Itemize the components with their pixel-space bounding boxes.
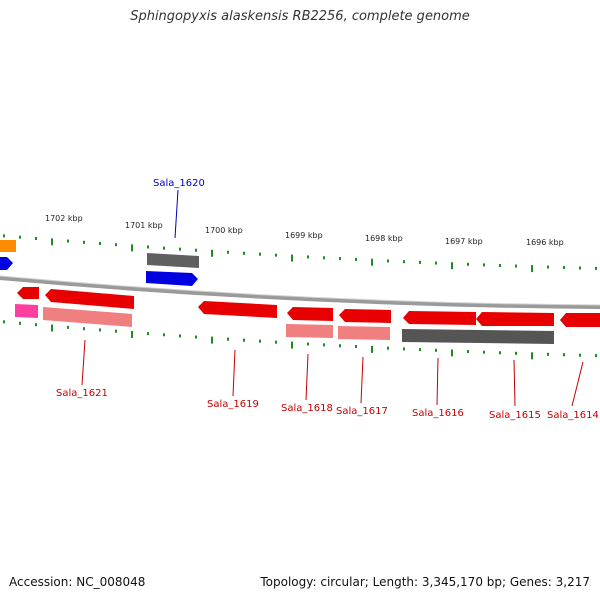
gene-pink-sala-1621[interactable] [43, 307, 132, 327]
gene-gray-sala-1616-1615[interactable] [402, 329, 554, 344]
gene-red-sala-1615[interactable] [476, 312, 554, 326]
gene-label-sala-1618[interactable]: Sala_1618 [281, 403, 333, 414]
gene-pink-sala-1618[interactable] [286, 324, 333, 338]
gene-label-sala-1620[interactable]: Sala_1620 [153, 178, 205, 189]
gene-label-sala-1617[interactable]: Sala_1617 [336, 406, 388, 417]
kbp-label: 1696 kbp [526, 238, 564, 247]
gene-label-sala-1616[interactable]: Sala_1616 [412, 408, 464, 419]
gene-label-sala-1615[interactable]: Sala_1615 [489, 410, 541, 421]
accession-text: Accession: NC_008048 [9, 575, 146, 589]
gene-blue-left[interactable] [0, 257, 13, 270]
gene-labels: Sala_1620 Sala_1621 Sala_1619 Sala_1618 … [56, 178, 599, 421]
gene-red-sala-1616[interactable] [403, 311, 476, 325]
gene-leader-lines [81, 189, 584, 407]
gene-label-sala-1621[interactable]: Sala_1621 [56, 388, 108, 399]
genome-backbone-highlight [0, 275, 600, 306]
kbp-labels: 1702 kbp 1701 kbp 1700 kbp 1699 kbp 1698… [45, 214, 564, 247]
gene-sala-1620-gray[interactable] [147, 253, 199, 268]
kbp-label: 1701 kbp [125, 221, 163, 230]
gene-pink-sala-1617[interactable] [338, 326, 390, 340]
gene-label-sala-1614[interactable]: Sala_1614 [547, 410, 599, 421]
gene-red[interactable] [17, 287, 39, 299]
genes-outer [0, 240, 199, 286]
gene-red-sala-1614[interactable] [560, 313, 600, 327]
map-title: Sphingopyxis alaskensis RB2256, complete… [130, 9, 470, 24]
tick-row-inner [3, 320, 597, 360]
genes-inner [15, 287, 600, 344]
gene-sala-1620-blue[interactable] [146, 271, 198, 286]
kbp-label: 1700 kbp [205, 226, 243, 235]
gene-red-sala-1621[interactable] [45, 289, 134, 309]
kbp-label: 1699 kbp [285, 231, 323, 240]
tick-row-outer [3, 234, 597, 273]
gene-magenta[interactable] [15, 304, 38, 318]
kbp-label: 1698 kbp [365, 234, 403, 243]
genome-backbone [0, 276, 600, 309]
gene-red-sala-1617[interactable] [339, 309, 391, 323]
topology-text: Topology: circular; Length: 3,345,170 bp… [260, 575, 590, 589]
gene-red-sala-1619[interactable] [198, 301, 277, 318]
gene-red-sala-1618[interactable] [287, 307, 333, 321]
gene-label-sala-1619[interactable]: Sala_1619 [207, 399, 259, 410]
kbp-label: 1702 kbp [45, 214, 83, 223]
gene-orange[interactable] [0, 240, 16, 252]
kbp-label: 1697 kbp [445, 237, 483, 246]
